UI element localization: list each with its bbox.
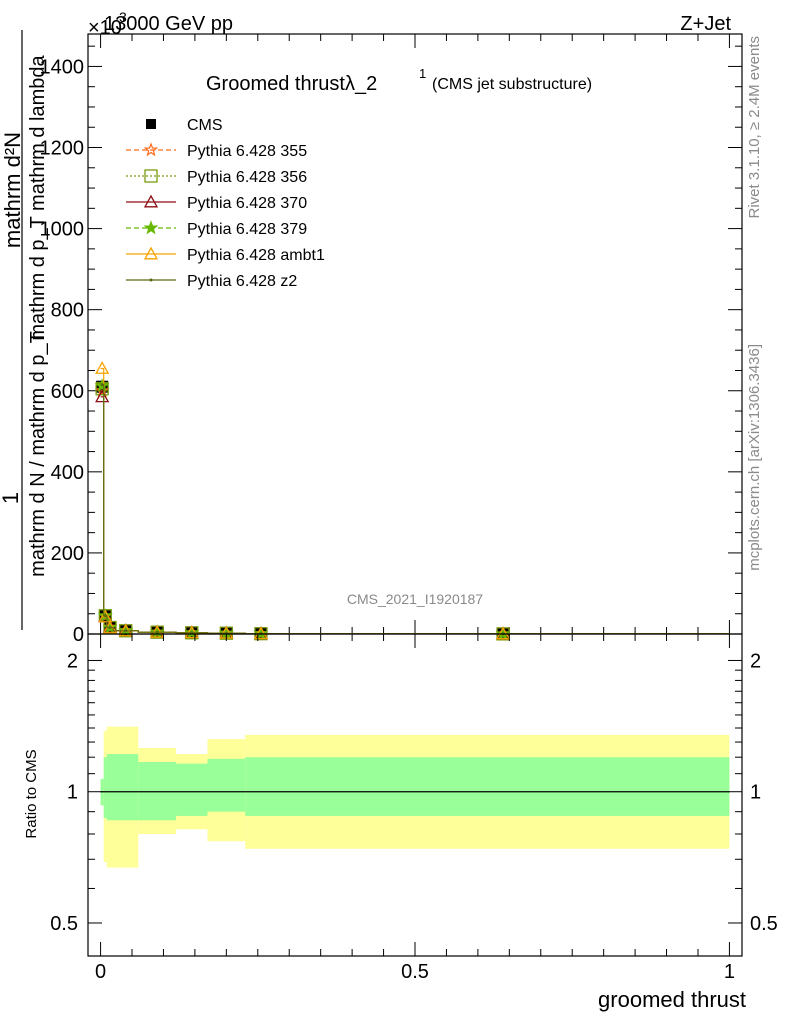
y-tick-label: 1000 (40, 219, 85, 241)
legend-entry: CMS (146, 117, 223, 134)
exponent-label: ×10 (88, 17, 122, 39)
marker-dot (124, 629, 128, 633)
legend-label: Pythia 6.428 ambt1 (187, 247, 325, 264)
ratio-inner-band (207, 758, 246, 812)
chart-title: Groomed thrustλ_2 (206, 73, 377, 95)
marker-square (146, 119, 156, 129)
marker-dot (108, 626, 112, 630)
ratio-tick-label: 2 (67, 650, 78, 672)
x-axis-label: groomed thrust (598, 987, 746, 1012)
mcplots-label: mcplots.cern.ch [arXiv:1306.3436] (746, 344, 763, 571)
exponent-power: 3 (119, 9, 127, 25)
x-tick-labels: 0 0.5 1 (95, 961, 735, 983)
ratio-tick-label-right: 2 (750, 650, 761, 672)
legend-entry: Pythia 6.428 ambt1 (126, 246, 325, 264)
legend-entry: Pythia 6.428 356 (126, 169, 307, 186)
marker-dot (155, 630, 159, 634)
rivet-label: Rivet 3.1.10, ≥ 2.4M events (746, 36, 763, 219)
x-tick-label: 1 (724, 961, 735, 983)
marker-triangle (143, 194, 159, 208)
ylabel-numerator-2: mathrm d p_T mathrm d lambda (27, 54, 49, 340)
marker-triangle (98, 609, 113, 623)
analysis-watermark: CMS_2021_I1920187 (347, 591, 483, 607)
ratio-tick-label-right: 0.5 (750, 913, 778, 935)
marker-triangle (495, 626, 511, 640)
marker-triangle (95, 361, 110, 374)
ratio-inner-band (245, 757, 730, 816)
y-tick-label: 400 (51, 462, 84, 484)
legend-label: CMS (187, 117, 223, 134)
legend-entry: Pythia 6.428 379 (126, 220, 307, 238)
y-tick-label: 1400 (40, 56, 85, 78)
main-axis-ticks: 0 200 400 600 800 1000 1200 1400 (40, 34, 742, 646)
marker-star (94, 383, 110, 397)
x-tick-label: 0 (95, 961, 106, 983)
legend-entry: Pythia 6.428 z2 (126, 273, 297, 290)
marker-triangle (95, 389, 110, 403)
ylabel-numerator: mathrm d²N (0, 132, 25, 248)
y-tick-label: 1200 (40, 138, 85, 160)
marker-dot (100, 383, 104, 387)
ratio-tick-label-right: 1 (750, 782, 761, 804)
marker-square-open (144, 169, 158, 183)
ratio-inner-band (103, 757, 107, 819)
legend-label: Pythia 6.428 379 (187, 221, 307, 238)
y-tick-label: 800 (51, 300, 84, 322)
y-tick-label: 0 (73, 624, 84, 646)
legend-label: Pythia 6.428 356 (187, 169, 307, 186)
ratio-tick-label: 1 (67, 782, 78, 804)
legend: CMS Pythia 6.428 355 Pythia 6.428 356 Pythi… (126, 117, 325, 290)
marker-dot (103, 614, 107, 618)
marker-star (143, 142, 159, 157)
y-tick-label: 200 (51, 543, 84, 565)
legend-entry: Pythia 6.428 355 (126, 142, 307, 160)
x-tick-label: 0.5 (401, 961, 429, 983)
ratio-tick-label: 0.5 (50, 913, 78, 935)
marker-triangle (143, 246, 159, 260)
legend-label: Pythia 6.428 z2 (187, 273, 297, 290)
ylabel-denominator: mathrm d N / mathrm d p_T (27, 331, 49, 577)
chart-title-superscript: 1 (419, 66, 426, 81)
y-tick-label: 600 (51, 381, 84, 403)
legend-entry: Pythia 6.428 370 (126, 194, 307, 212)
chart-title-sub: (CMS jet substructure) (432, 76, 592, 93)
ratio-axis-ticks: 0.5 0.5 1 1 2 2 (50, 634, 778, 956)
collision-label: 13000 GeV pp (104, 13, 233, 35)
process-label: Z+Jet (680, 13, 731, 35)
marker-dot (149, 278, 153, 282)
ratio-ylabel: Ratio to CMS (23, 749, 40, 838)
legend-label: Pythia 6.428 370 (187, 195, 307, 212)
ratio-inner-band (176, 763, 208, 816)
main-ylabel: 1 mathrm d²N mathrm d N / mathrm d p_T m… (0, 30, 49, 630)
ratio-bands (100, 726, 730, 868)
ylabel-one: 1 (0, 492, 23, 504)
ratio-inner-band (106, 754, 139, 821)
marker-star (143, 220, 159, 235)
legend-label: Pythia 6.428 355 (187, 143, 307, 160)
